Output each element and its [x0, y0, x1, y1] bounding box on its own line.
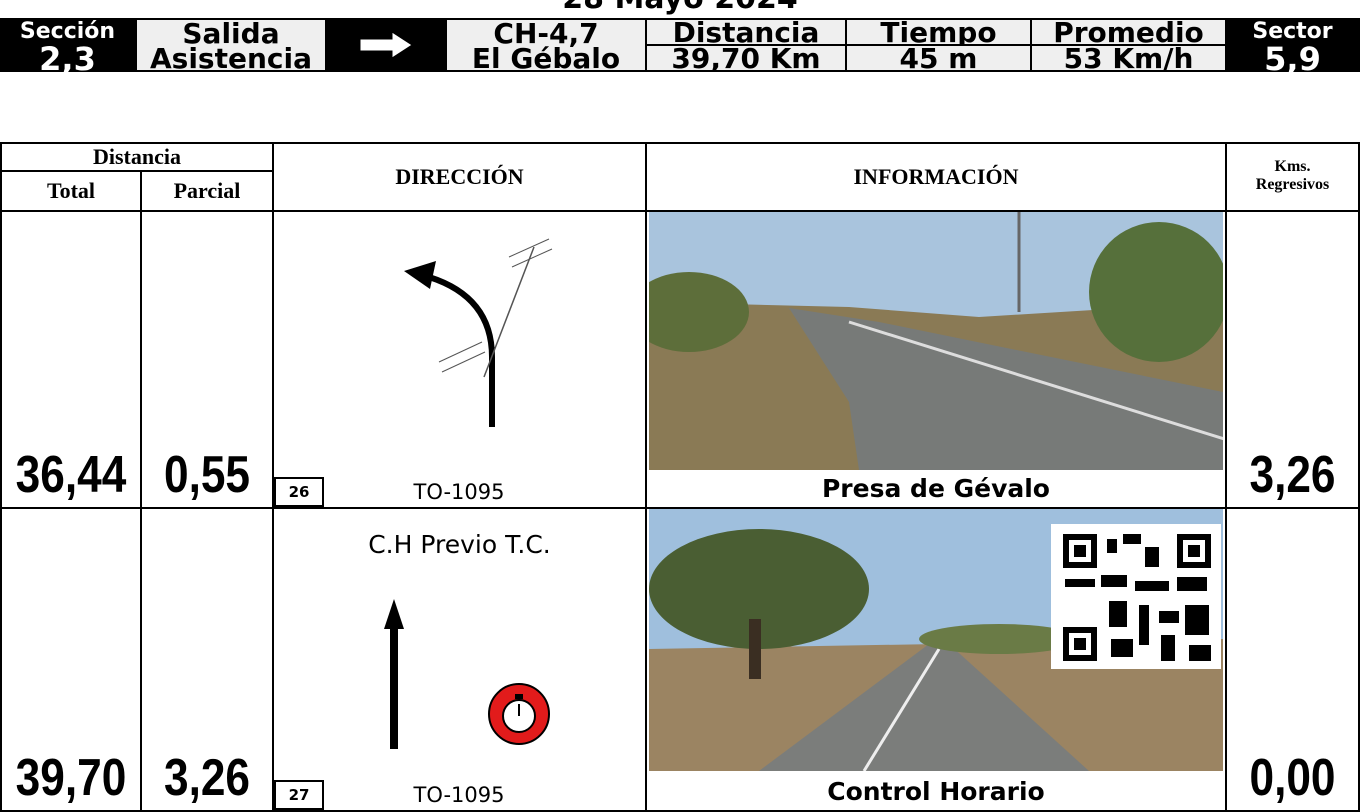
road-photo — [649, 509, 1223, 771]
sector-cell: Sector 5,9 — [1225, 18, 1360, 78]
partial-cell: 3,26 — [140, 507, 274, 812]
regressive-header-line1: Kms. — [1274, 158, 1311, 175]
information-cell: Control Horario — [645, 507, 1227, 812]
total-cell: 36,44 — [0, 210, 142, 509]
sector-value: 5,9 — [1264, 40, 1321, 78]
information-cell: Presa de Gévalo — [645, 210, 1227, 509]
sector-label: Sector — [1252, 18, 1333, 44]
information-header: INFORMACIÓN — [645, 142, 1227, 212]
regressive-header-line2: Regresivos — [1255, 176, 1330, 193]
road-label: TO-1095 — [413, 783, 505, 807]
direction-cell: C.H Previo T.C. 27 TO-1095 — [272, 507, 647, 812]
total-value: 36,44 — [15, 446, 127, 504]
section-value: 2,3 — [39, 40, 96, 78]
direction-header: DIRECCIÓN — [272, 142, 647, 212]
time-value: 45 m — [845, 42, 1032, 75]
section-label: Sección — [19, 18, 116, 44]
total-value: 39,70 — [15, 749, 127, 807]
partial-header: Parcial — [140, 170, 274, 212]
regressive-value: 0,00 — [1249, 749, 1336, 807]
partial-cell: 0,55 — [140, 210, 274, 509]
destination-cell: CH-4,7 El Gébalo — [445, 16, 647, 75]
section-cell: Sección 2,3 — [0, 18, 135, 78]
direction-diagram — [384, 599, 550, 749]
note-number: 26 — [274, 477, 324, 507]
arrow-cell — [325, 18, 447, 72]
start-cell: Salida Asistencia — [135, 16, 327, 75]
distance-label: Distancia — [645, 16, 847, 49]
distance-header: Distancia — [0, 142, 274, 172]
partial-value: 3,26 — [163, 749, 251, 807]
direction-cell: 26 TO-1095 — [272, 210, 647, 509]
info-label: Presa de Gévalo — [821, 473, 1050, 503]
regressive-value: 3,26 — [1249, 446, 1336, 504]
date: 28 Mayo 2024 — [400, 0, 960, 18]
note-number: 27 — [274, 780, 324, 810]
start-line2: Asistencia — [150, 41, 312, 75]
start-line1: Salida — [182, 16, 280, 50]
arrow-icon — [359, 31, 413, 59]
info-label: Control Horario — [827, 776, 1045, 806]
road-label: TO-1095 — [413, 480, 505, 504]
average-value: 53 Km/h — [1030, 42, 1227, 75]
road-photo — [649, 212, 1223, 470]
destination-line1: CH-4,7 — [493, 16, 599, 50]
direction-diagram — [404, 238, 553, 427]
regressive-cell: 3,26 — [1225, 210, 1360, 509]
distance-value: 39,70 Km — [645, 42, 847, 75]
total-cell: 39,70 — [0, 507, 142, 812]
partial-value: 0,55 — [163, 446, 251, 504]
direction-note: C.H Previo T.C. — [368, 529, 551, 559]
regressive-cell: 0,00 — [1225, 507, 1360, 812]
regressive-header: Kms. Regresivos — [1225, 142, 1360, 212]
total-header: Total — [0, 170, 142, 212]
destination-line2: El Gébalo — [471, 41, 621, 75]
